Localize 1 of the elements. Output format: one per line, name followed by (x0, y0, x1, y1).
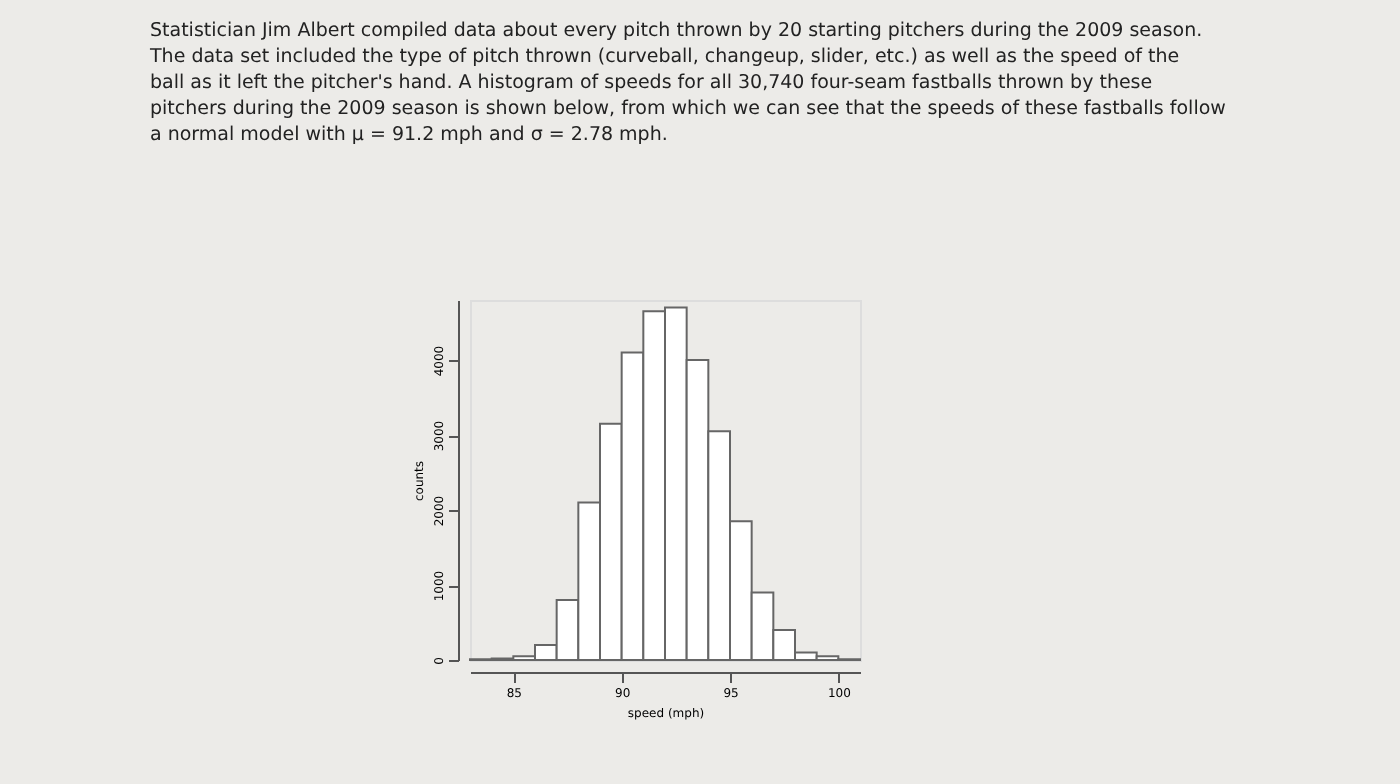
text: Statistician Jim Albert compiled data about every pitch thrown by 20 starting pitchers during the 2009 season. The data set included the type of pitch thrown (curveball, changeup, slider, etc.) as well as the speed of the ball as it left the pitcher's hand. A histogram of speeds for all 30,740 four-seam fastballs thrown by these pitchers during the 2009 season is shown below, from which we can see that the speeds of these fastballs follow a normal model with μ = 91.2 mph and σ = 2.78 mph. (148, 20, 1227, 146)
